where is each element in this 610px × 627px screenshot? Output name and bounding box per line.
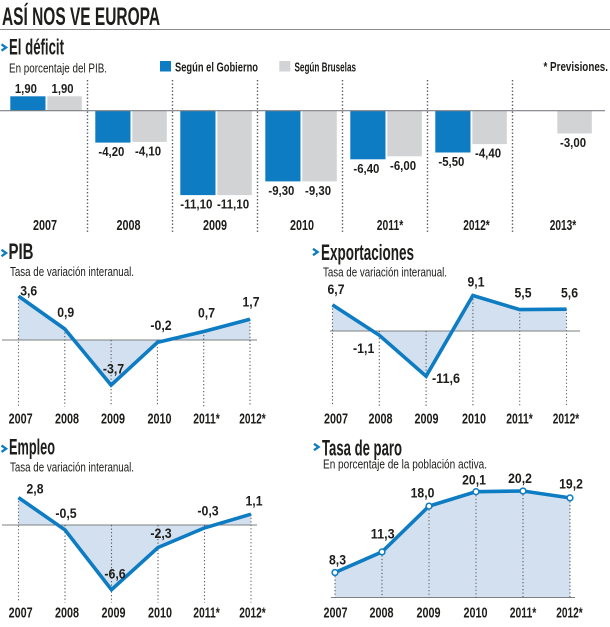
svg-text:PIB: PIB bbox=[9, 239, 34, 264]
svg-text:20,1: 20,1 bbox=[462, 472, 486, 487]
svg-text:-11,6: -11,6 bbox=[432, 371, 461, 386]
svg-text:2007: 2007 bbox=[9, 411, 33, 428]
svg-text:2012*: 2012* bbox=[239, 605, 266, 622]
svg-text:1,90: 1,90 bbox=[15, 82, 37, 96]
svg-text:2010: 2010 bbox=[290, 217, 314, 234]
svg-text:-6,6: -6,6 bbox=[104, 567, 126, 582]
svg-text:Exportaciones: Exportaciones bbox=[321, 240, 414, 265]
svg-text:2013*: 2013* bbox=[550, 217, 577, 234]
svg-text:* Previsiones.: * Previsiones. bbox=[544, 60, 609, 74]
svg-text:-0,5: -0,5 bbox=[55, 506, 77, 521]
svg-text:-11,10: -11,10 bbox=[217, 198, 249, 212]
svg-text:2008: 2008 bbox=[55, 605, 79, 622]
svg-text:2012*: 2012* bbox=[553, 411, 580, 428]
svg-text:1,7: 1,7 bbox=[243, 295, 260, 310]
svg-text:-5,50: -5,50 bbox=[438, 155, 464, 169]
svg-text:0,9: 0,9 bbox=[57, 305, 74, 320]
svg-text:2,8: 2,8 bbox=[27, 482, 44, 497]
svg-text:3,6: 3,6 bbox=[20, 284, 37, 299]
svg-text:2012*: 2012* bbox=[556, 605, 583, 622]
svg-text:2009: 2009 bbox=[102, 605, 126, 622]
svg-text:0,7: 0,7 bbox=[198, 306, 215, 321]
svg-text:2011*: 2011* bbox=[510, 605, 537, 622]
svg-text:8,3: 8,3 bbox=[329, 553, 346, 568]
svg-text:2012*: 2012* bbox=[239, 411, 266, 428]
svg-text:-11,10: -11,10 bbox=[180, 198, 212, 212]
svg-text:20,2: 20,2 bbox=[508, 471, 532, 486]
svg-text:ASÍ NOS VE EUROPA: ASÍ NOS VE EUROPA bbox=[2, 2, 160, 31]
svg-text:1,90: 1,90 bbox=[52, 82, 74, 96]
svg-text:-6,00: -6,00 bbox=[390, 159, 416, 173]
svg-text:Tasa de variación interanual.: Tasa de variación interanual. bbox=[10, 460, 134, 475]
svg-text:2008: 2008 bbox=[55, 411, 79, 428]
svg-text:-3,00: -3,00 bbox=[560, 136, 586, 150]
svg-text:Según Bruselas: Según Bruselas bbox=[295, 61, 357, 75]
svg-text:2009: 2009 bbox=[417, 605, 441, 622]
svg-text:-3,7: -3,7 bbox=[103, 362, 124, 377]
svg-text:2011*: 2011* bbox=[193, 411, 220, 428]
svg-text:5,5: 5,5 bbox=[515, 286, 532, 301]
svg-text:18,0: 18,0 bbox=[411, 486, 435, 501]
svg-text:2009: 2009 bbox=[415, 411, 439, 428]
svg-text:-4,40: -4,40 bbox=[475, 147, 501, 161]
svg-text:-6,40: -6,40 bbox=[353, 162, 379, 176]
svg-text:Según el Gobierno: Según el Gobierno bbox=[175, 61, 258, 75]
svg-text:En porcentaje de la población: En porcentaje de la población activa. bbox=[323, 457, 487, 472]
svg-text:Tasa de variación interanual.: Tasa de variación interanual. bbox=[323, 265, 447, 280]
svg-text:-4,20: -4,20 bbox=[98, 145, 124, 159]
svg-text:Tasa de paro: Tasa de paro bbox=[322, 436, 402, 461]
svg-text:-2,3: -2,3 bbox=[150, 526, 172, 541]
svg-text:6,7: 6,7 bbox=[328, 282, 345, 297]
svg-text:-0,2: -0,2 bbox=[150, 318, 171, 333]
svg-text:2011*: 2011* bbox=[377, 217, 404, 234]
svg-text:En porcentaje del PIB.: En porcentaje del PIB. bbox=[9, 61, 107, 76]
svg-text:2007: 2007 bbox=[9, 605, 33, 622]
svg-text:2012*: 2012* bbox=[463, 217, 490, 234]
svg-text:-9,30: -9,30 bbox=[268, 184, 294, 198]
svg-text:-1,1: -1,1 bbox=[353, 341, 375, 356]
svg-text:-0,3: -0,3 bbox=[197, 504, 219, 519]
svg-text:2009: 2009 bbox=[101, 411, 125, 428]
svg-text:2007: 2007 bbox=[324, 411, 348, 428]
svg-text:Empleo: Empleo bbox=[9, 435, 55, 460]
svg-text:2008: 2008 bbox=[369, 411, 393, 428]
svg-text:9,1: 9,1 bbox=[468, 275, 485, 290]
svg-text:11,3: 11,3 bbox=[371, 527, 395, 542]
svg-text:2009: 2009 bbox=[203, 217, 227, 234]
svg-text:-9,30: -9,30 bbox=[305, 184, 331, 198]
svg-text:1,1: 1,1 bbox=[246, 494, 263, 509]
svg-text:2010: 2010 bbox=[464, 605, 488, 622]
svg-text:2008: 2008 bbox=[117, 217, 141, 234]
svg-text:19,2: 19,2 bbox=[559, 477, 583, 492]
svg-text:2007: 2007 bbox=[33, 217, 57, 234]
svg-text:2007: 2007 bbox=[324, 605, 348, 622]
svg-text:2011*: 2011* bbox=[193, 605, 220, 622]
svg-text:2010: 2010 bbox=[462, 411, 486, 428]
svg-text:El déficit: El déficit bbox=[9, 35, 64, 60]
svg-text:2011*: 2011* bbox=[506, 411, 533, 428]
svg-text:Tasa de variación interanual.: Tasa de variación interanual. bbox=[10, 264, 134, 279]
svg-text:5,6: 5,6 bbox=[561, 286, 578, 301]
svg-text:2010: 2010 bbox=[148, 411, 172, 428]
svg-text:2008: 2008 bbox=[370, 605, 394, 622]
svg-text:-4,10: -4,10 bbox=[135, 144, 161, 158]
svg-text:2010: 2010 bbox=[148, 605, 172, 622]
